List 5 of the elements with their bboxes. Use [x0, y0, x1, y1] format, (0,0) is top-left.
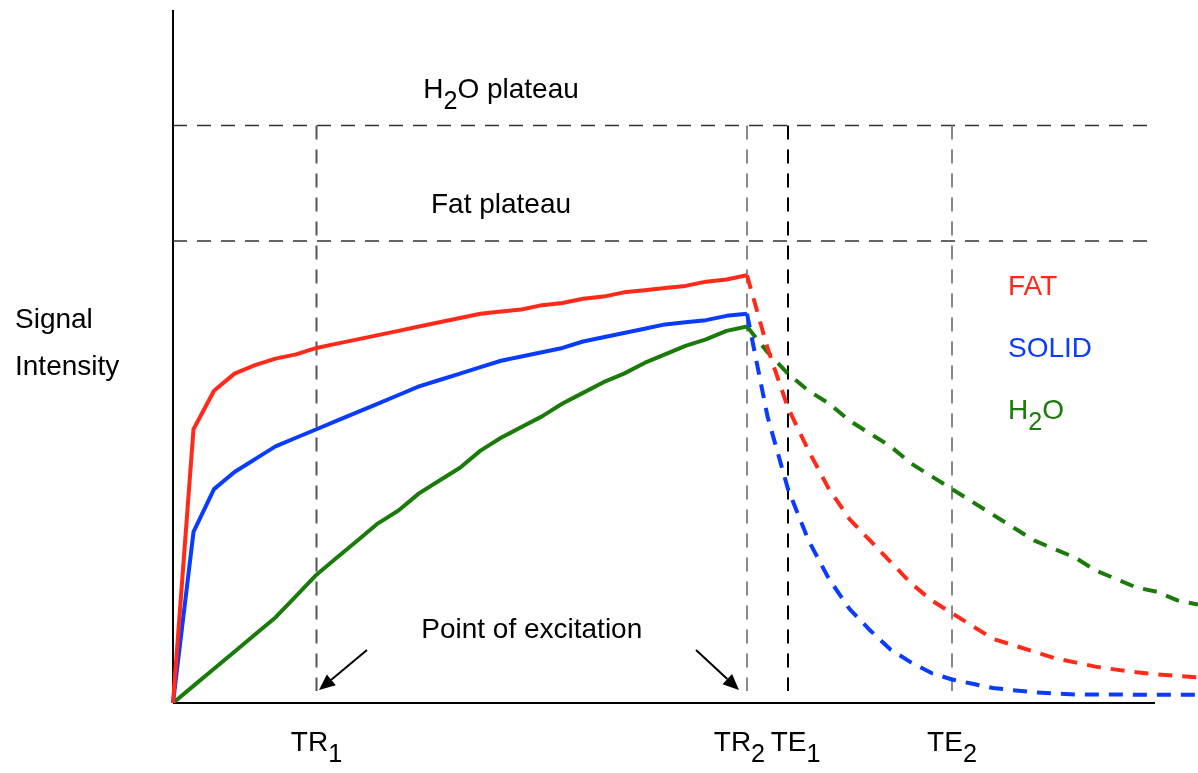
ref-line-label: Fat plateau	[430, 188, 572, 219]
text: SOLID	[1008, 332, 1093, 363]
y-axis-title: Signal Intensity	[15, 303, 120, 381]
annotation: Point of excitation	[421, 613, 643, 644]
text: FAT	[1008, 270, 1058, 301]
